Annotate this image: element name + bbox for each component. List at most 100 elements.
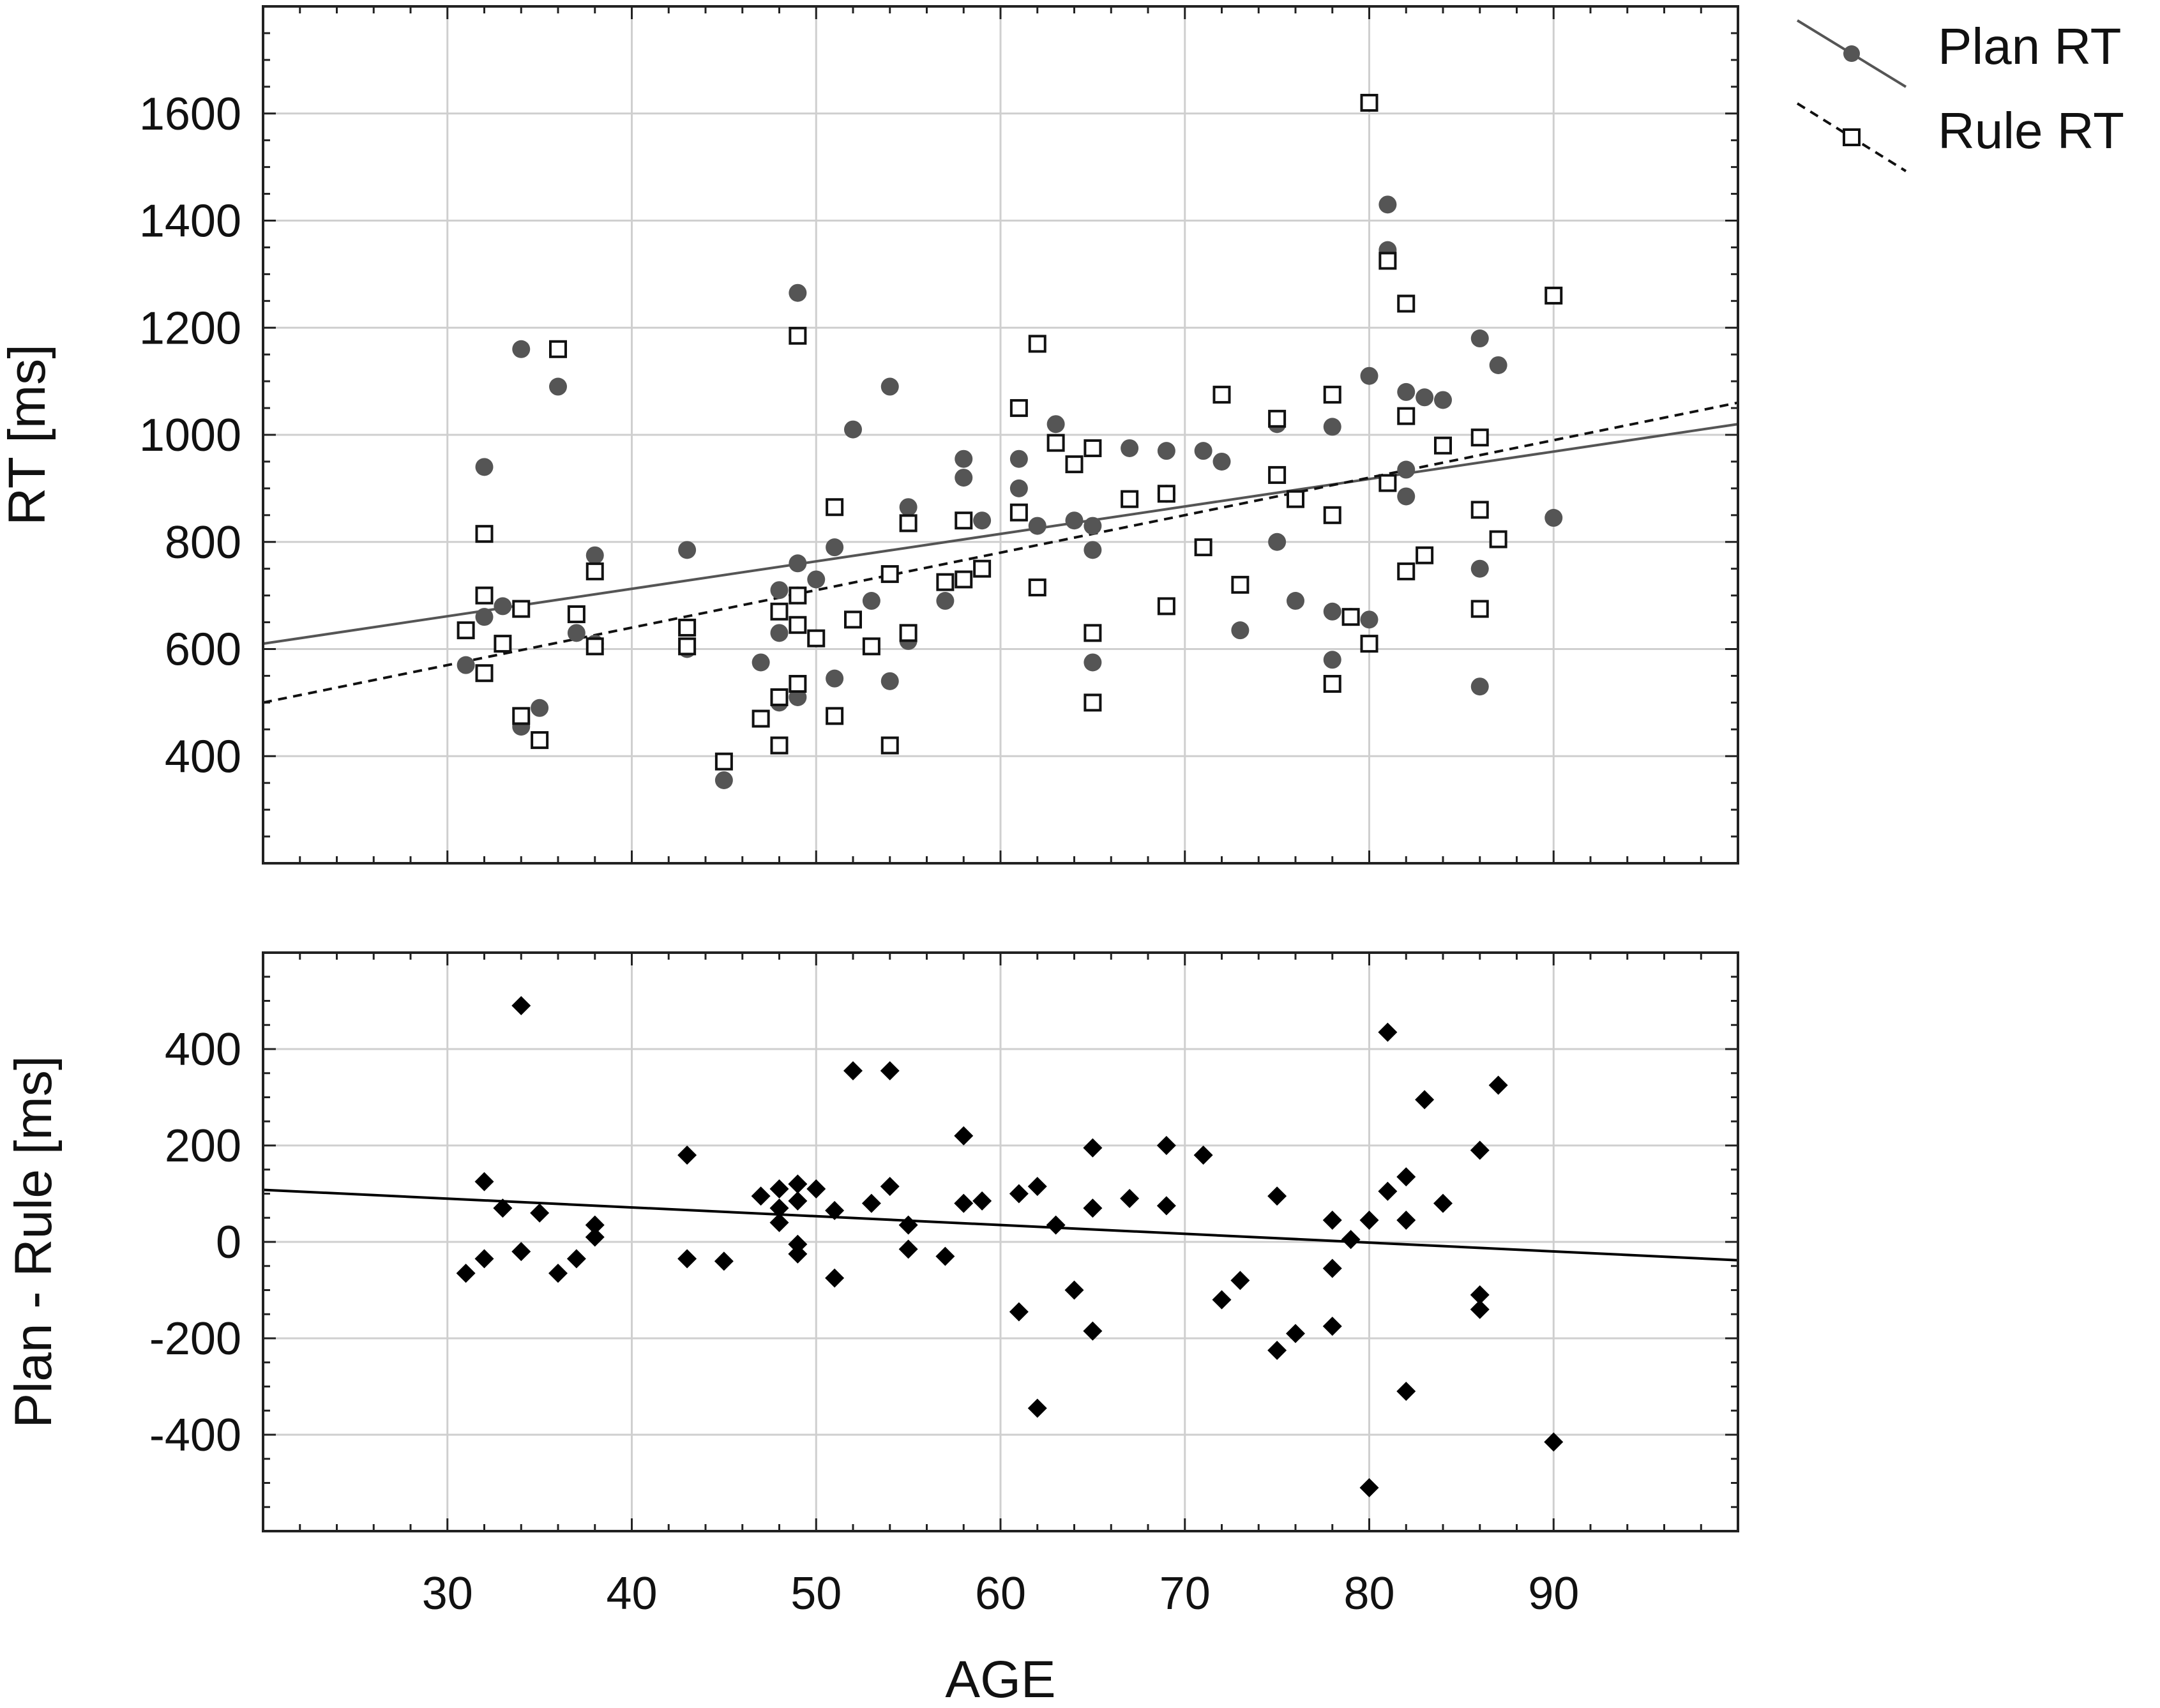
rule-rt-point [807,629,826,647]
plan-rt-point [1084,517,1102,535]
diff-axis-ticks: -400 -200 0 200 400 30 40 50 60 70 80 90 [149,953,1738,1619]
rule-rt-point [770,688,789,706]
rule-rt-point [936,573,955,591]
diff-point [954,1126,974,1145]
plan-rt-point [936,592,955,610]
plan-rt-point [1009,479,1028,497]
diff-point [677,1145,697,1165]
diff-point [1415,1090,1435,1110]
x-tick-label: 70 [1159,1568,1211,1619]
plan-rt-point [955,469,973,487]
diff-point [1396,1211,1416,1230]
rule-rt-point [714,752,733,771]
plan-rt-point [807,570,826,589]
plan-rt-point [1416,388,1434,407]
diff-point [1267,1186,1287,1206]
x-tick-label: 30 [422,1568,473,1619]
rule-rt-point [826,707,844,725]
diff-data-points [456,996,1564,1498]
diff-point [1009,1184,1029,1204]
diff-point [1378,1022,1398,1042]
rule-rt-point [1360,93,1378,112]
diff-point [861,1193,881,1213]
rule-rt-point [1323,675,1341,693]
diff-point [788,1174,808,1194]
diff-point [954,1193,974,1213]
rt-axis-ticks: 400 600 800 1000 1200 1400 1600 [139,6,1738,863]
rule-rt-point [512,600,531,618]
plan-rt-point [1323,651,1341,669]
x-tick-label: 80 [1343,1568,1394,1619]
diff-point [935,1246,955,1266]
rule-rt-point [1009,503,1028,522]
diff-point [769,1213,789,1232]
rule-rt-point [512,707,531,725]
rule-rt-point [1434,436,1452,455]
x-tick-label: 40 [606,1568,657,1619]
diff-point [1322,1317,1342,1336]
diff-point [511,996,531,1016]
rule-rt-point [531,731,549,750]
rule-rt-point [1360,635,1378,653]
diff-point [1193,1145,1213,1165]
plan-rt-point [457,656,475,674]
diff-y-tick-label: 400 [165,1024,241,1075]
x-tick-label: 90 [1528,1568,1579,1619]
plan-rt-point [1360,610,1378,629]
plan-rt-point [1287,592,1304,610]
diff-plot-border [262,951,1739,1532]
diff-point [1470,1140,1490,1160]
plan-rt-point [1544,509,1563,527]
rule-rt-point [789,675,807,693]
rule-rt-point [1470,501,1489,519]
plan-rt-point [826,669,844,688]
diff-y-axis-title: Plan - Rule [ms] [4,1055,63,1428]
diff-y-tick-label: 0 [216,1217,241,1268]
diff-point [677,1249,697,1269]
diff-trend-line-0 [262,1188,1739,1262]
diff-point [1083,1321,1103,1341]
rule-rt-point [1397,294,1416,313]
rule-rt-point [1157,485,1175,503]
plan-rt-point [1470,677,1489,696]
plan-rt-point [585,546,604,564]
diff-point [1378,1181,1398,1201]
rule-rt-point [1489,530,1507,548]
diff-point [751,1186,771,1206]
rule-rt-point [585,562,604,580]
x-tick-label: 50 [790,1568,842,1619]
rule-rt-point [549,340,567,358]
rule-rt-point [862,637,880,656]
rule-rt-point [678,637,697,656]
plan-rt-point [1231,621,1250,640]
plan-rt-point [955,450,973,468]
rule-rt-point [1065,455,1084,474]
diff-point [806,1179,826,1198]
plan-rt-point [1470,559,1489,578]
diff-point [1359,1211,1379,1230]
plan-rt-point [714,771,733,789]
plan-rt-point [1434,391,1452,409]
rule-rt-point [1121,490,1139,508]
plan-rt-point [899,498,918,517]
rt-y-tick-label: 600 [165,624,241,676]
plan-rt-point [1323,418,1341,436]
diff-panel: -400 -200 0 200 400 30 40 50 60 70 80 90 Plan - Rul… [4,951,1739,1708]
diff-point [788,1191,808,1211]
rule-rt-point [1378,474,1397,492]
diff-point [474,1172,494,1191]
plan-rt-point [789,554,807,573]
rule-rt-point [475,664,494,683]
rt-plot-border [262,5,1739,865]
diff-point [1027,1398,1047,1418]
rt-y-tick-label: 1200 [139,303,241,354]
diff-point [1544,1432,1564,1452]
rule-rt-point [1084,693,1102,712]
plan-rt-point [494,597,512,616]
x-axis-title: AGE [945,1651,1055,1708]
rule-rt-point [1544,286,1563,305]
rt-data-points [457,93,1563,789]
rt-y-axis-title: RT [ms] [0,344,56,525]
plan-rt-point [1397,487,1416,506]
